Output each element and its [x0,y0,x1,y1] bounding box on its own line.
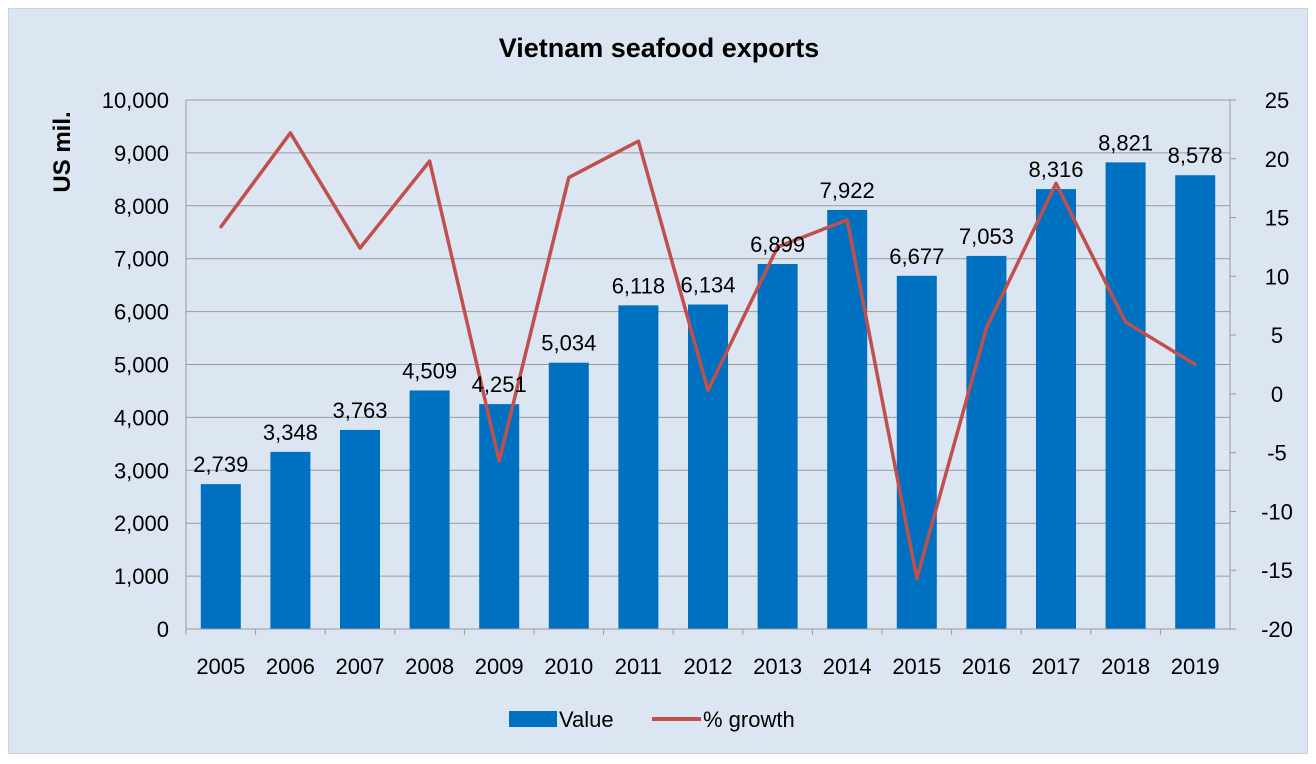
y-tick-label: 1,000 [114,564,169,589]
x-tick-label: 2005 [196,654,245,679]
bar [1175,175,1216,629]
growth-point [1193,363,1197,366]
x-tick-label: 2019 [1171,654,1220,679]
chart-container: Vietnam seafood exports US mil. 0 1,000 2,… [8,8,1308,754]
y2-tick-label: 0 [1271,382,1283,407]
x-tick-label: 2015 [892,654,941,679]
growth-point [1054,181,1058,185]
x-tick-label: 2016 [962,654,1011,679]
x-tick-label: 2009 [475,654,524,679]
data-label: 5,034 [541,331,596,356]
data-label: 7,922 [820,178,875,203]
data-label: 6,677 [889,244,944,269]
growth-point [776,245,780,249]
growth-point [358,246,362,250]
data-labels: 2,739 3,348 3,763 4,509 4,251 5,034 6,118 6,134… [193,130,1222,477]
x-tick-label: 2006 [266,654,315,679]
data-label: 6,118 [612,273,665,298]
data-label: 2,739 [193,452,248,477]
y-tick-label: 9,000 [114,141,169,166]
y-tick-label: 10,000 [102,88,169,113]
data-label: 6,899 [750,232,805,257]
data-label: 6,134 [680,273,735,298]
y-tick-label: 2,000 [114,511,169,536]
x-tick-label: 2011 [615,654,662,679]
x-tick-label: 2008 [405,654,454,679]
growth-point [1124,320,1128,324]
y-tick-label: 6,000 [114,300,169,325]
x-tick-label: 2018 [1101,654,1150,679]
legend: Value % growth [509,707,795,732]
y2-tick-label: -10 [1261,499,1293,524]
growth-point [567,176,571,180]
bar [757,264,798,629]
growth-point [636,139,640,143]
chart-title: Vietnam seafood exports [499,33,820,63]
y-tick-label: 3,000 [114,458,169,483]
y2-tick-label: 10 [1265,264,1289,289]
axes: 0 1,000 2,000 3,000 4,000 5,000 6,000 7,000 8,00… [102,88,1293,679]
x-tick-label: 2012 [684,654,733,679]
growth-point [915,576,919,580]
data-label: 8,821 [1098,130,1153,155]
legend-label-growth: % growth [703,707,795,732]
bar [548,362,589,629]
legend-label-value: Value [559,707,614,732]
y-tick-label: 8,000 [114,194,169,219]
data-label: 8,578 [1168,143,1223,168]
bar [340,429,380,629]
x-tick-label: 2017 [1032,654,1081,679]
data-label: 4,509 [402,358,457,383]
y-tick-label: 5,000 [114,353,169,378]
x-tick-label: 2010 [544,654,593,679]
y2-tick-label: -15 [1261,558,1293,583]
x-tick-label: 2014 [823,654,872,679]
bar [409,390,450,629]
line-series [219,131,1197,581]
y2-tick-label: -5 [1267,441,1287,466]
y2-tick-label: 25 [1265,88,1289,113]
bar [618,305,659,629]
bar [1036,189,1076,629]
x-tick-label: 2013 [753,654,802,679]
y-axis-label: US mil. [49,111,76,192]
chart: Vietnam seafood exports US mil. 0 1,000 2,… [49,33,1293,732]
data-label: 4,251 [472,372,527,397]
legend-swatch-value [509,711,557,727]
bar [479,404,520,629]
y-tick-label: 4,000 [114,405,169,430]
data-label: 3,763 [332,398,387,423]
y2-tick-label: 20 [1265,147,1289,172]
x-tick-label: 2007 [336,654,385,679]
bar [966,255,1007,629]
y-tick-label: 7,000 [114,247,169,272]
growth-point [497,459,501,463]
data-label: 8,316 [1028,157,1083,182]
data-label: 3,348 [263,420,318,445]
growth-point [219,225,223,229]
growth-point [428,159,432,163]
bar [200,484,241,629]
bar [1105,162,1146,630]
bar [688,304,728,629]
bar-series [200,162,1216,630]
data-label: 7,053 [959,224,1014,249]
y2-tick-label: -20 [1261,617,1293,642]
bar [270,451,311,629]
y2-tick-label: 5 [1271,323,1283,348]
y-tick-label: 0 [157,617,169,642]
growth-point [288,131,292,135]
growth-point [706,388,710,392]
y2-tick-label: 15 [1265,206,1289,231]
bar [827,209,868,629]
growth-point [845,218,849,222]
growth-point [984,326,988,330]
